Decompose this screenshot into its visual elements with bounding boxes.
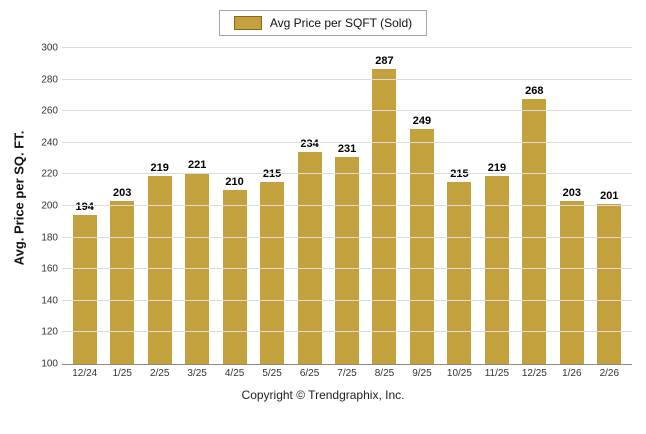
y-tick-label: 280 (41, 74, 58, 86)
y-tick-label: 300 (41, 42, 58, 54)
bar-value-label: 221 (187, 158, 207, 171)
x-tick-label: 6/25 (299, 368, 320, 379)
gridline (62, 110, 632, 112)
y-tick-label: 120 (41, 326, 58, 338)
bar-value-label: 231 (337, 143, 357, 156)
x-tick-label: 12/24 (72, 368, 98, 379)
x-tick-label: 2/25 (149, 368, 170, 379)
y-tick-label: 240 (41, 137, 58, 149)
legend-swatch (233, 16, 262, 30)
bar (409, 128, 434, 364)
gridline (62, 236, 632, 238)
bar-column: 287 (366, 55, 403, 364)
bar (72, 215, 97, 364)
bar (522, 98, 547, 364)
y-axis: 100 120 140 160 180 200 220 240 260 280 300 (32, 43, 62, 379)
bar-column: 215 (441, 168, 478, 364)
bar-column: 219 (478, 162, 515, 364)
bar-column: 221 (178, 159, 215, 364)
x-tick-label: 5/25 (262, 368, 282, 379)
bar-column: 203 (103, 187, 140, 364)
bar (297, 152, 322, 364)
y-tick-label: 220 (41, 168, 58, 180)
x-tick-label: 2/26 (599, 368, 620, 379)
legend-row: Avg Price per SQFT (Sold) (0, 10, 646, 36)
bar-value-label: 268 (525, 84, 544, 97)
bar-column: 215 (253, 168, 290, 364)
copyright: Copyright © Trendgraphix, Inc. (241, 388, 405, 402)
bar (447, 182, 472, 364)
bar (260, 182, 285, 364)
x-tick-label: 10/25 (446, 368, 472, 379)
bar (335, 157, 360, 364)
y-axis-title: Avg. Price per SQ. FT. (11, 130, 27, 266)
bar-column: 234 (291, 138, 328, 364)
gridline (62, 205, 632, 206)
plot-column: 194 203 219 221 210 215 234 231 287 249 215 219 268 2… (62, 47, 632, 379)
bar-column: 201 (591, 190, 628, 364)
x-tick-label: 9/25 (412, 368, 432, 379)
gridline (62, 331, 632, 333)
bar (110, 201, 135, 364)
plot-area: 194 203 219 221 210 215 234 231 287 249 215 219 268 2… (62, 47, 632, 365)
bar (597, 204, 622, 364)
gridline (62, 47, 632, 48)
bar-chart: Avg. Price per SQ. FT. 100 120 140 160 180 20… (6, 43, 632, 379)
bar-column: 249 (403, 115, 440, 364)
gridline (62, 299, 632, 301)
bar-value-label: 201 (600, 190, 619, 203)
x-tick-label: 3/25 (187, 368, 207, 379)
bar (484, 175, 509, 364)
bar-value-label: 210 (225, 176, 244, 189)
bar-column: 219 (141, 162, 178, 364)
legend-label: Avg Price per SQFT (Sold) (269, 16, 413, 30)
gridline (62, 78, 632, 80)
gridline (62, 173, 632, 175)
gridline (62, 268, 632, 270)
bar (559, 201, 584, 364)
bar-column: 268 (516, 85, 553, 364)
bar-value-label: 194 (75, 201, 94, 214)
legend: Avg Price per SQFT (Sold) (218, 10, 428, 36)
bar-value-label: 203 (113, 187, 132, 200)
y-tick-label: 200 (41, 200, 58, 212)
bar-column: 194 (66, 201, 103, 364)
bar-value-label: 234 (300, 138, 319, 151)
x-tick-label: 11/25 (484, 368, 510, 379)
x-tick-label: 1/25 (112, 368, 132, 379)
bar-column: 203 (553, 187, 590, 364)
x-tick-label: 4/25 (224, 368, 245, 379)
x-tick-label: 12/25 (521, 368, 547, 379)
y-axis-title-column: Avg. Price per SQ. FT. (6, 48, 32, 379)
y-tick-label: 160 (41, 263, 58, 275)
y-tick-label: 260 (41, 105, 58, 117)
y-tick-label: 140 (41, 295, 58, 307)
bar-value-label: 249 (412, 114, 432, 127)
bars-container: 194 203 219 221 210 215 234 231 287 249 215 219 268 2… (62, 48, 632, 364)
bar-value-label: 219 (487, 161, 507, 174)
y-tick-label: 100 (41, 358, 58, 370)
bar-value-label: 203 (562, 187, 581, 200)
bar (147, 175, 172, 364)
x-axis: 12/24 1/25 2/25 3/25 4/25 5/25 6/25 7/25 8/25 9/2… (62, 368, 632, 379)
bar-value-label: 287 (375, 54, 394, 67)
bar-column: 210 (216, 176, 253, 364)
y-tick-label: 180 (41, 232, 58, 244)
bar-column: 231 (328, 143, 365, 364)
x-tick-label: 1/26 (562, 368, 582, 379)
x-tick-label: 7/25 (337, 368, 357, 379)
bar (222, 190, 247, 364)
gridline (62, 141, 632, 143)
x-tick-label: 8/25 (374, 368, 395, 379)
bar-value-label: 219 (150, 161, 169, 174)
bar (372, 68, 397, 364)
